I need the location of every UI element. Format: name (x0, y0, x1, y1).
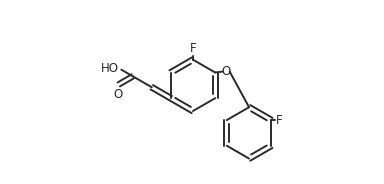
Text: F: F (190, 42, 196, 55)
Text: O: O (222, 65, 231, 78)
Text: HO: HO (101, 62, 119, 75)
Text: F: F (276, 114, 283, 127)
Text: O: O (113, 88, 122, 101)
